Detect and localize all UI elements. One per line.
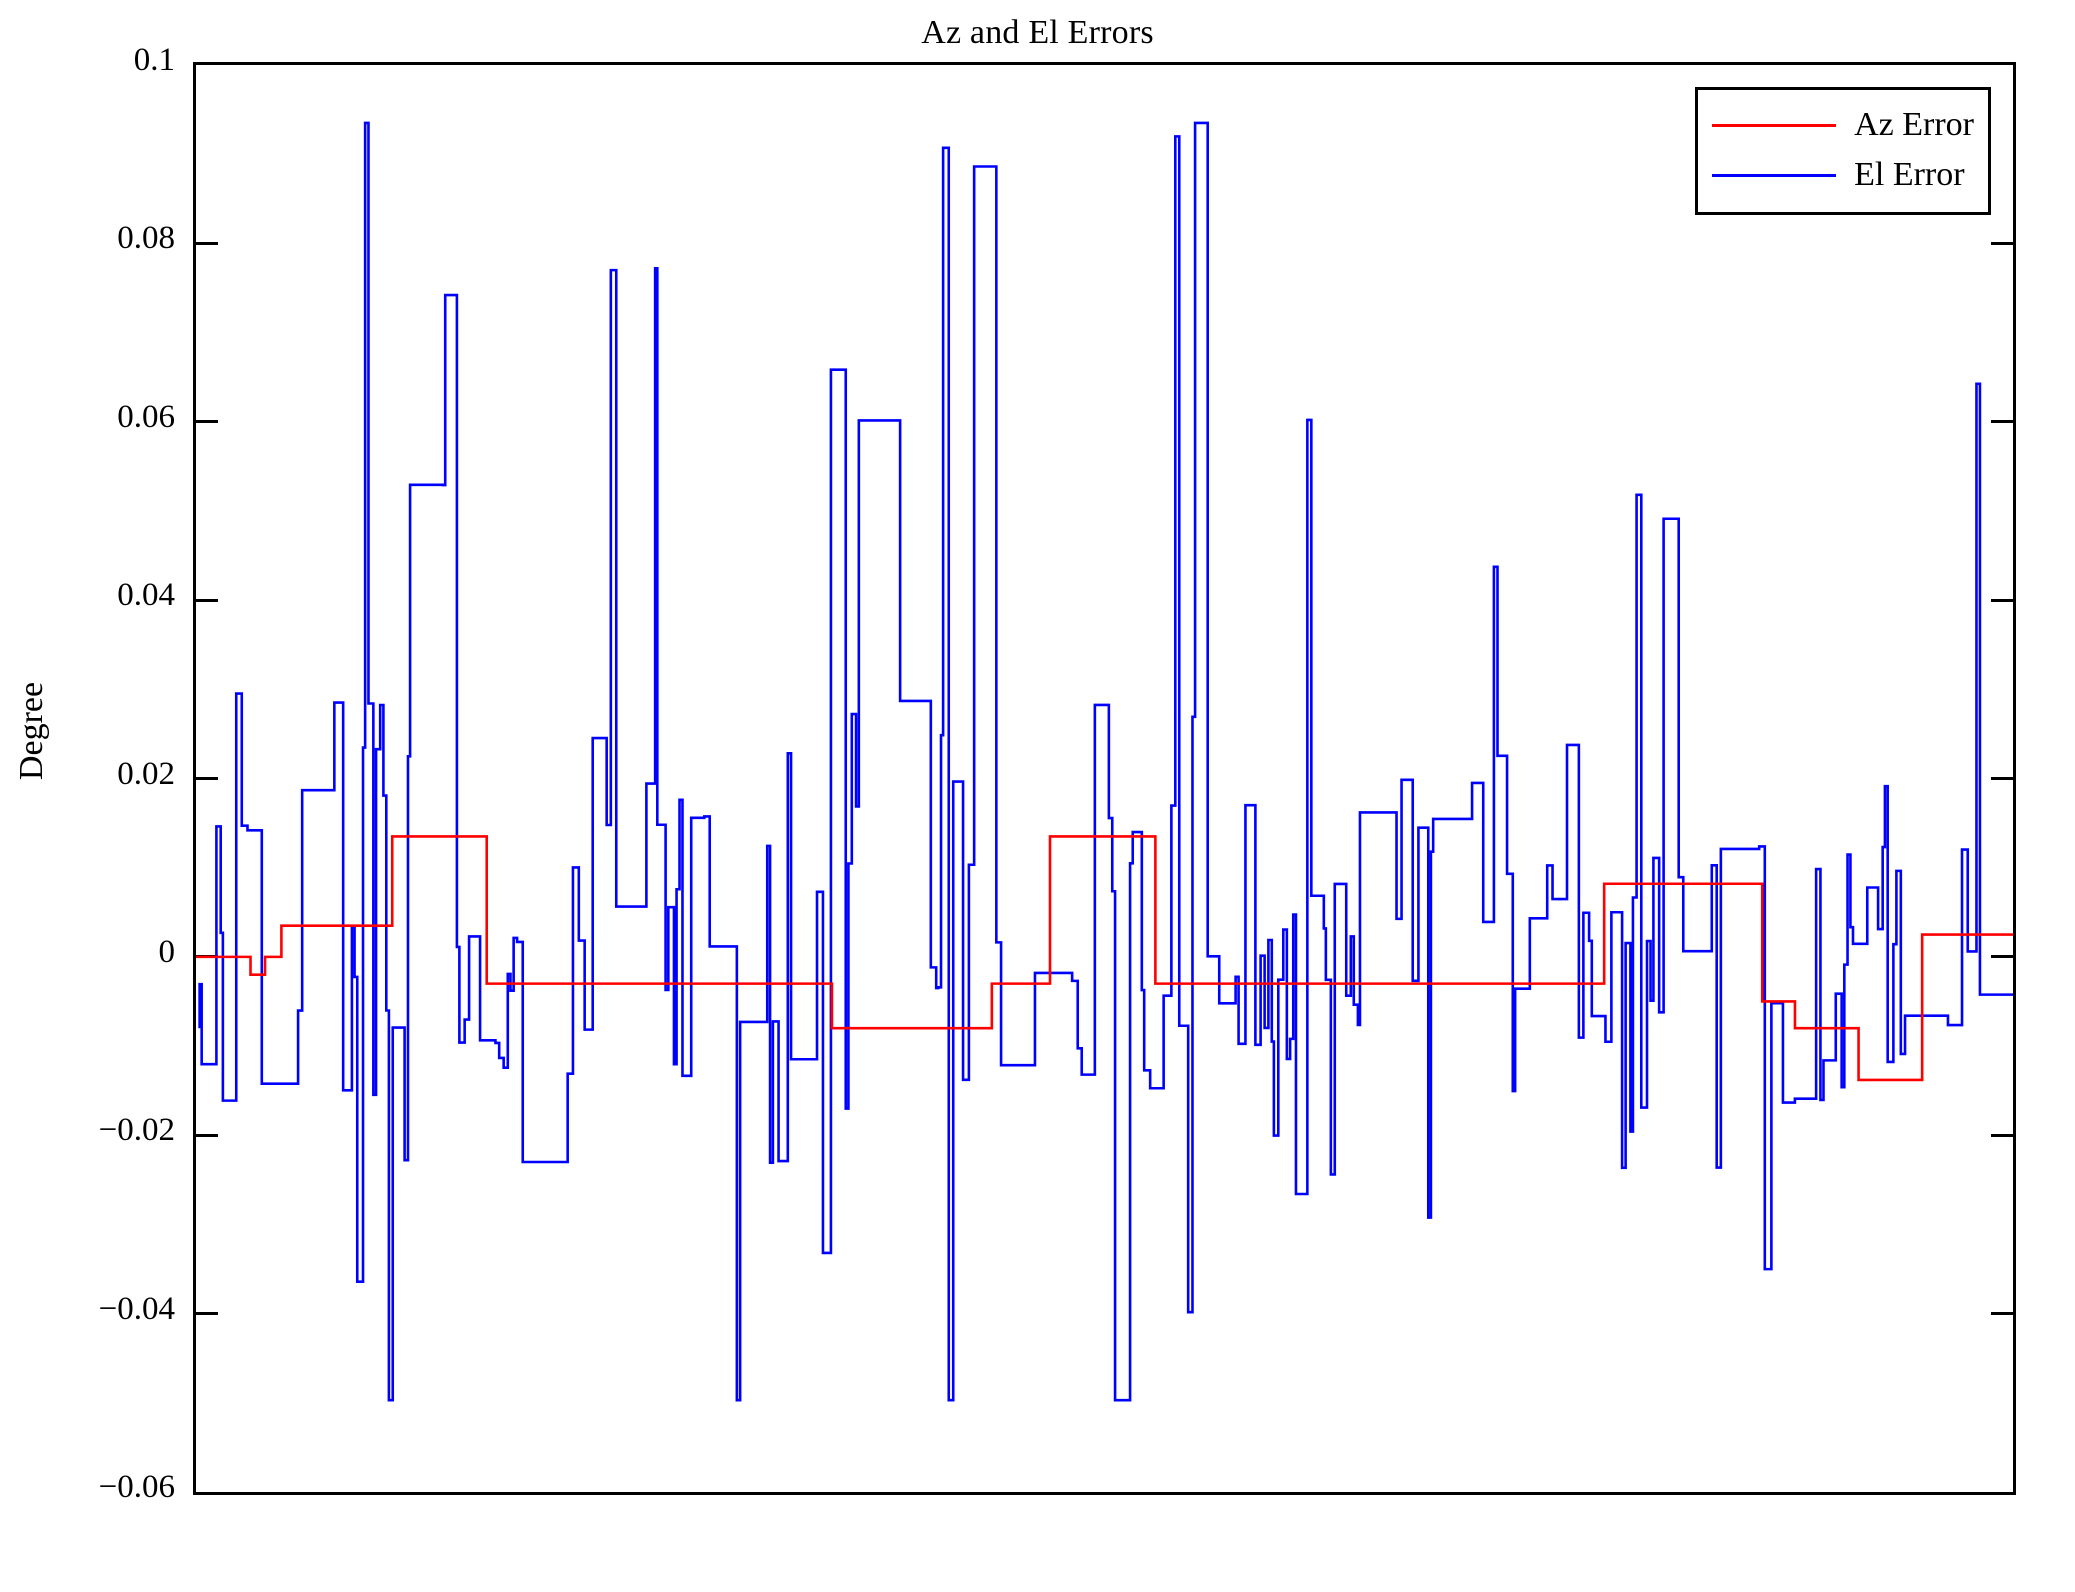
plot-area: Az Error El Error <box>193 62 2016 1495</box>
y-tick-mark <box>196 1133 218 1137</box>
legend-item-az: Az Error <box>1712 100 1974 150</box>
y-tick-mark <box>196 1312 218 1316</box>
y-tick-label: 0.04 <box>117 577 175 614</box>
y-tick-mark <box>1991 1133 2013 1137</box>
chart-title: Az and El Errors <box>921 14 1154 51</box>
y-tick-mark <box>1991 955 2013 959</box>
y-tick-label: 0.08 <box>117 220 175 257</box>
y-tick-label: 0 <box>158 933 176 970</box>
el-error-line <box>200 123 2013 1400</box>
legend-swatch-az <box>1712 123 1837 127</box>
y-tick-label: 0.06 <box>117 398 175 435</box>
y-axis-label: Degree <box>13 681 50 781</box>
y-tick-mark <box>196 598 218 602</box>
az-error-line <box>196 836 2013 1079</box>
y-tick-mark <box>1991 1312 2013 1316</box>
y-tick-mark <box>196 777 218 780</box>
data-lines <box>196 65 2013 1492</box>
y-tick-mark <box>196 241 218 245</box>
legend-label-el: El Error <box>1854 156 1965 193</box>
y-tick-mark <box>1991 777 2013 780</box>
chart-legend: Az Error El Error <box>1695 87 1991 215</box>
y-tick-label: −0.02 <box>98 1112 175 1149</box>
y-tick-mark <box>196 420 218 424</box>
y-tick-label: −0.06 <box>98 1469 175 1505</box>
y-tick-mark <box>1991 598 2013 602</box>
legend-swatch-el <box>1712 173 1837 177</box>
y-tick-mark <box>1991 420 2013 424</box>
legend-item-el: El Error <box>1712 150 1974 200</box>
legend-label-az: Az Error <box>1854 106 1974 143</box>
y-tick-label: 0.1 <box>133 42 175 78</box>
y-tick-label: 0.02 <box>117 755 175 792</box>
y-tick-mark <box>1991 241 2013 245</box>
y-tick-label: −0.04 <box>98 1290 175 1327</box>
